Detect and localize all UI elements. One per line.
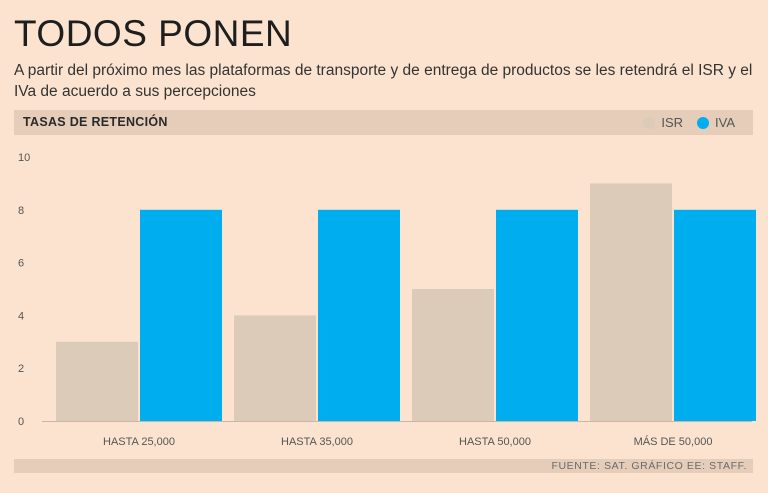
bar-isr [234, 315, 316, 421]
y-tick-label: 4 [18, 310, 24, 322]
legend-label-iva: IVA [715, 115, 735, 130]
bar-isr [56, 341, 138, 421]
chart-title: TODOS PONEN [14, 13, 293, 54]
bar-iva [496, 209, 578, 421]
y-tick-label: 0 [18, 416, 24, 428]
x-tick-label: HASTA 35,000 [281, 436, 353, 448]
x-tick-label: HASTA 50,000 [459, 436, 531, 448]
x-tick-label: HASTA 25,000 [103, 436, 175, 448]
bar-iva [318, 209, 400, 421]
footer-bar: FUENTE: SAT. GRÁFICO EE: STAFF. [14, 459, 753, 473]
legend-label-isr: ISR [661, 115, 683, 130]
section-header-bar: TASAS DE RETENCIÓN ISR IVA [14, 110, 753, 135]
y-tick-label: 2 [18, 363, 24, 375]
legend: ISR IVA [643, 115, 735, 130]
y-tick-label: 10 [18, 152, 30, 164]
legend-item-iva: IVA [697, 115, 735, 130]
y-tick-label: 8 [18, 205, 24, 217]
chart-subtitle: A partir del próximo mes las plataformas… [14, 62, 753, 100]
legend-swatch-iva [697, 116, 709, 129]
bar-isr [590, 183, 672, 421]
section-label: TASAS DE RETENCIÓN [23, 115, 168, 129]
bar-isr [412, 289, 494, 421]
legend-item-isr: ISR [643, 115, 683, 130]
y-tick-label: 6 [18, 258, 24, 270]
bar-iva [140, 209, 222, 421]
legend-swatch-isr [643, 116, 656, 129]
x-tick-label: MÁS DE 50,000 [634, 435, 713, 448]
bar-iva [674, 209, 756, 421]
source-note: FUENTE: SAT. GRÁFICO EE: STAFF. [551, 460, 747, 472]
